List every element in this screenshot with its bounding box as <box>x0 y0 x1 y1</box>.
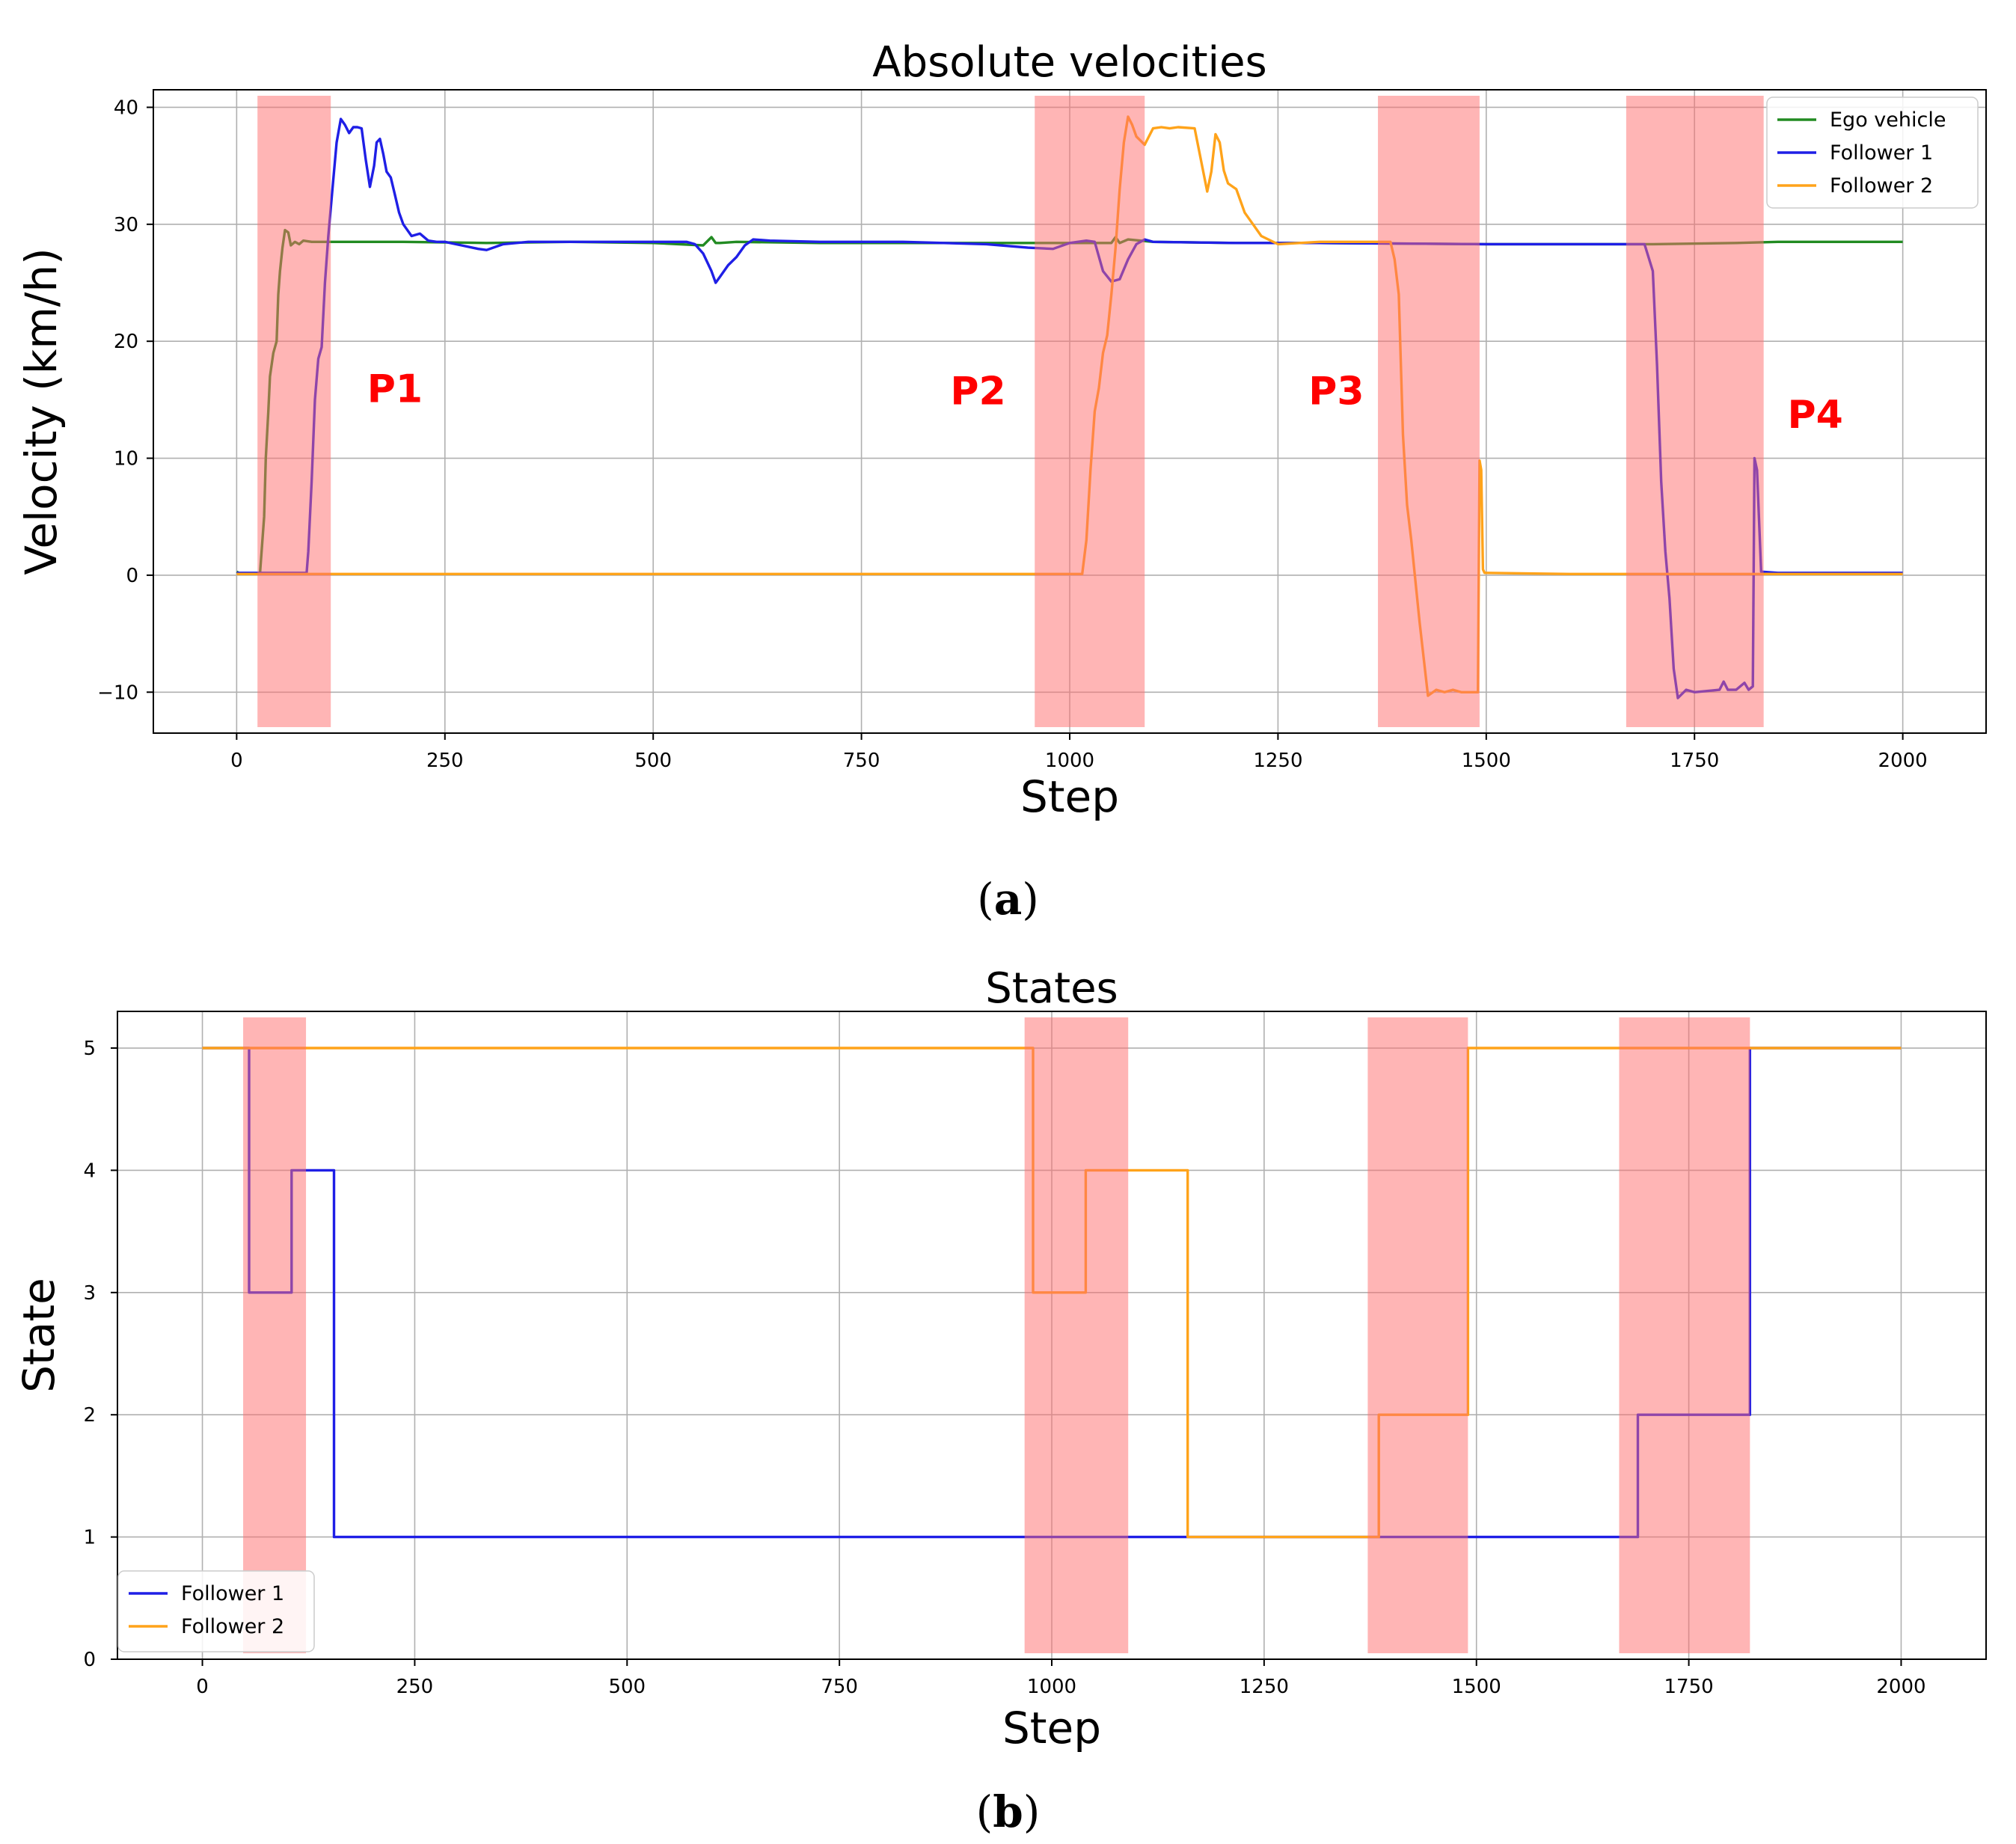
legend-box <box>1766 97 1979 209</box>
legend-label-follower-2: Follower 2 <box>1830 174 1933 197</box>
x-tick-label-1750: 1750 <box>1664 1676 1714 1698</box>
shaded-region-4 <box>1626 96 1764 727</box>
legend: Ego vehicle Follower 1 Follower 2 <box>1766 97 1979 209</box>
states-chart: 0 250 500 750 1000 1250 1500 1750 2000 0 1 2 3 4 5 Stat… <box>13 964 1987 1753</box>
x-tick-label-1750: 1750 <box>1670 750 1719 772</box>
y-tick-label-20: 20 <box>114 331 138 353</box>
x-tick-label-2000: 2000 <box>1876 1676 1925 1698</box>
x-tick-label-500: 500 <box>608 1676 646 1698</box>
shaded-region-3 <box>1378 96 1480 727</box>
y-tick-label-4: 4 <box>83 1160 96 1182</box>
legend-box <box>117 1570 315 1652</box>
legend-label-follower-1: Follower 1 <box>181 1582 284 1605</box>
x-tick-label-0: 0 <box>196 1676 209 1698</box>
y-tick-label-1: 1 <box>83 1527 96 1549</box>
shaded-region-1 <box>257 96 331 727</box>
legend-label-follower-1: Follower 1 <box>1830 141 1933 165</box>
annotation-p3: P3 <box>1308 370 1364 414</box>
shaded-region-2 <box>1024 1017 1129 1653</box>
x-tick-label-750: 750 <box>843 750 880 772</box>
x-tick-label-750: 750 <box>821 1676 858 1698</box>
y-tick-label-2: 2 <box>83 1404 96 1427</box>
x-axis-label: Step <box>1002 1703 1101 1753</box>
y-axis-label: State <box>13 1278 64 1393</box>
x-tick-label-1000: 1000 <box>1027 1676 1076 1698</box>
x-tick-label-500: 500 <box>634 750 672 772</box>
x-tick-label-1000: 1000 <box>1045 750 1094 772</box>
velocity-chart: 0 250 500 750 1000 1250 1500 1750 2000 −10 0 10 20 30… <box>16 38 1987 822</box>
x-tick-label-1500: 1500 <box>1462 750 1511 772</box>
shaded-region-4 <box>1619 1017 1750 1653</box>
y-tick-label-0: 0 <box>126 565 138 587</box>
chart-title: States <box>985 964 1118 1013</box>
shaded-region-3 <box>1367 1017 1468 1653</box>
x-tick-label-1500: 1500 <box>1452 1676 1501 1698</box>
x-tick-label-1250: 1250 <box>1253 750 1302 772</box>
caption-b: (b) <box>975 1786 1041 1837</box>
x-tick-label-2000: 2000 <box>1878 750 1928 772</box>
x-tick-label-0: 0 <box>230 750 243 772</box>
legend: Follower 1 Follower 2 <box>117 1570 315 1652</box>
x-axis-label: Step <box>1020 771 1119 822</box>
y-tick-label--10: −10 <box>97 681 138 704</box>
annotation-p1: P1 <box>367 367 423 411</box>
x-tick-label-1250: 1250 <box>1240 1676 1289 1698</box>
y-axis-label: Velocity (km/h) <box>16 248 67 575</box>
shaded-region-1 <box>243 1017 307 1653</box>
annotation-p2: P2 <box>950 370 1005 414</box>
y-tick-label-3: 3 <box>83 1282 96 1305</box>
y-tick-label-30: 30 <box>114 214 138 236</box>
legend-label-ego-vehicle: Ego vehicle <box>1830 108 1946 132</box>
x-tick-label-250: 250 <box>396 1676 434 1698</box>
legend-label-follower-2: Follower 2 <box>181 1615 284 1638</box>
y-tick-label-40: 40 <box>114 97 138 119</box>
y-tick-label-5: 5 <box>83 1038 96 1060</box>
x-tick-label-250: 250 <box>426 750 464 772</box>
annotation-p4: P4 <box>1788 393 1843 438</box>
caption-a: (a) <box>977 874 1039 925</box>
y-tick-label-0: 0 <box>83 1649 96 1671</box>
chart-title: Absolute velocities <box>872 38 1266 87</box>
y-tick-label-10: 10 <box>114 448 138 471</box>
shaded-region-2 <box>1035 96 1145 727</box>
